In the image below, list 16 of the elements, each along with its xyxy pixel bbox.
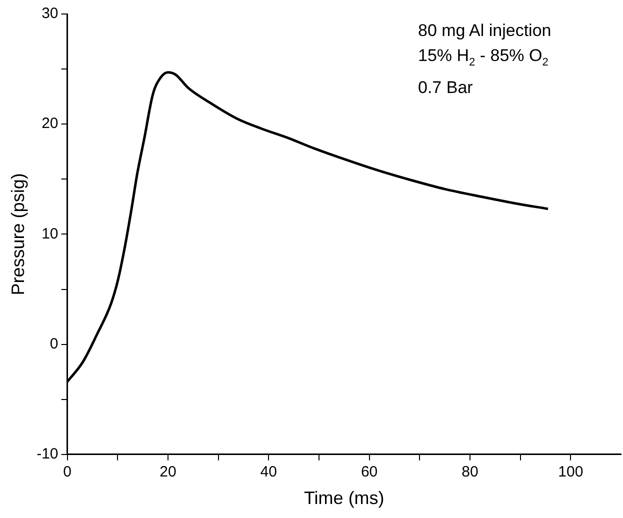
y-axis-title: Pressure (psig) — [8, 173, 28, 296]
x-tick-label: 0 — [63, 464, 72, 481]
x-tick-label: 100 — [558, 464, 584, 481]
y-tick-label: -10 — [36, 446, 58, 463]
x-axis-title: Time (ms) — [304, 488, 384, 508]
annotation: 0.7 Bar — [418, 77, 474, 100]
y-tick-label: 10 — [42, 225, 58, 242]
x-tick-label: 40 — [260, 464, 277, 481]
y-tick-label: 30 — [42, 5, 58, 22]
x-tick-label: 60 — [360, 464, 378, 481]
y-tick-label: 20 — [42, 115, 58, 132]
annotation: 15% H$_{2}$ - 85% O$_{2}$ — [418, 45, 550, 70]
y-tick-label: 0 — [50, 335, 58, 352]
x-tick-label: 80 — [462, 464, 478, 481]
x-tick-label: 20 — [160, 464, 176, 481]
annotation: 80 mg Al injection — [418, 20, 552, 42]
